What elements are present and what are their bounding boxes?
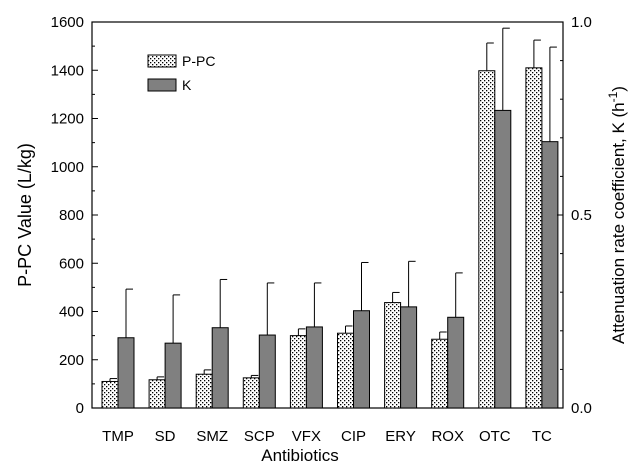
bar-p-pc-rox xyxy=(431,338,449,409)
bar-k-scp xyxy=(258,334,276,409)
bar-p-pc-scp xyxy=(242,377,260,409)
x-axis-title: Antibiotics xyxy=(261,446,338,465)
bar-p-pc-tc xyxy=(525,67,543,409)
x-tick-label-scp: SCP xyxy=(244,428,275,445)
bar-k-cip xyxy=(353,310,370,409)
x-tick-label-tmp: TMP xyxy=(102,428,134,445)
legend-label-p-pc: P-PC xyxy=(182,53,215,69)
bar-p-pc-otc xyxy=(478,70,496,409)
right-axis: 0.0 0.5 1.0 xyxy=(557,14,592,417)
bar-k-tmp xyxy=(117,337,135,409)
bar-p-pc-tmp xyxy=(101,380,119,409)
bar-k-rox xyxy=(447,316,465,409)
x-tick-label-otc: OTC xyxy=(479,428,511,445)
x-tick-label-tc: TC xyxy=(532,428,552,445)
left-axis-title: P-PC Value (L/kg) xyxy=(15,143,35,287)
legend-label-k: K xyxy=(182,77,192,93)
bars-group xyxy=(101,67,559,409)
x-axis: TMP SD SMZ SCP VFX CIP ERY ROX OTC TC xyxy=(102,428,552,445)
left-tick-label: 1000 xyxy=(51,159,84,176)
x-tick-label-vfx: VFX xyxy=(292,428,321,445)
left-tick-label: 600 xyxy=(59,255,84,272)
x-tick-label-cip: CIP xyxy=(341,428,366,445)
bar-p-pc-smz xyxy=(195,373,213,409)
legend-swatch-k xyxy=(147,78,177,92)
left-tick-label: 800 xyxy=(59,207,84,224)
left-tick-label: 200 xyxy=(59,352,84,369)
right-tick-label: 1.0 xyxy=(571,14,592,31)
bar-k-vfx xyxy=(305,326,323,409)
bar-k-otc xyxy=(494,109,512,409)
right-axis-title-superscript: -1 xyxy=(606,91,620,102)
bar-p-pc-ery xyxy=(384,302,402,409)
error-bars-group xyxy=(109,27,557,382)
right-axis-title-main: Attenuation rate coefficient, K (h xyxy=(609,102,628,344)
x-tick-label-sd: SD xyxy=(155,428,176,445)
bar-k-smz xyxy=(211,327,229,409)
left-tick-label: 1400 xyxy=(51,62,84,79)
bar-p-pc-cip xyxy=(337,332,354,409)
right-axis-title: Attenuation rate coefficient, K (h-1) xyxy=(606,86,628,344)
x-tick-label-rox: ROX xyxy=(431,428,464,445)
legend: P-PC K xyxy=(147,53,215,93)
bar-k-tc xyxy=(541,141,559,409)
bar-k-sd xyxy=(164,342,182,409)
left-tick-label: 1600 xyxy=(51,14,84,31)
right-axis-title-close: ) xyxy=(609,86,628,92)
left-tick-label: 0 xyxy=(76,400,84,417)
left-tick-label: 1200 xyxy=(51,111,84,128)
legend-swatch-p-pc xyxy=(147,54,177,68)
right-tick-label: 0.0 xyxy=(571,400,592,417)
right-tick-label: 0.5 xyxy=(571,207,592,224)
bar-p-pc-sd xyxy=(148,379,166,409)
x-tick-label-ery: ERY xyxy=(385,428,416,445)
bar-p-pc-vfx xyxy=(289,335,307,409)
bar-k-ery xyxy=(400,306,418,409)
left-axis: 0 200 400 600 800 1000 1200 1400 1600 xyxy=(51,14,98,417)
left-tick-label: 400 xyxy=(59,304,84,321)
x-tick-label-smz: SMZ xyxy=(196,428,228,445)
